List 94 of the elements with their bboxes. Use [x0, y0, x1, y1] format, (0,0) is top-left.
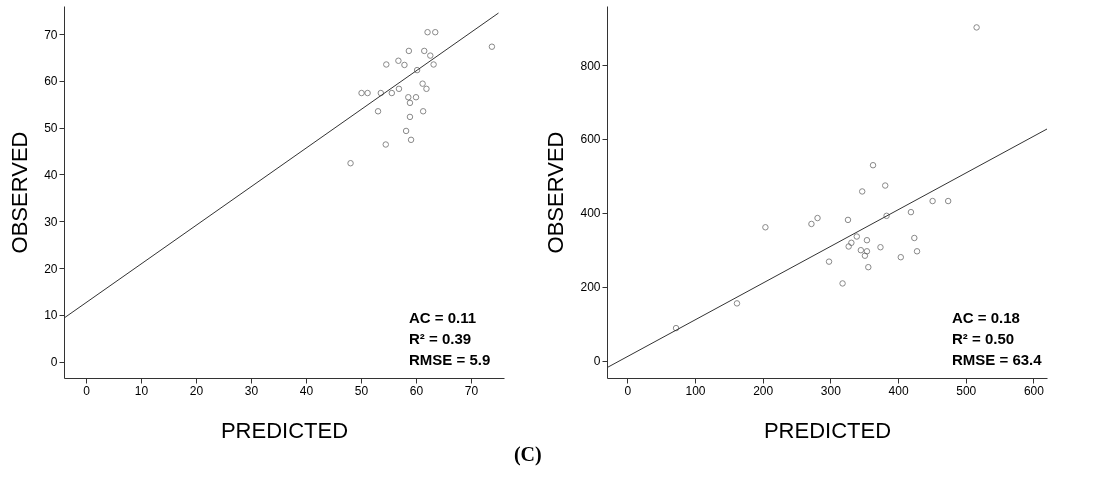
- point: [907, 208, 915, 216]
- point: [853, 233, 861, 240]
- point: [419, 108, 427, 115]
- point: [405, 94, 412, 101]
- point: [869, 161, 877, 169]
- point: [857, 246, 865, 254]
- point: [374, 108, 382, 115]
- point: [863, 248, 871, 255]
- annotation: AC = 0.11: [409, 309, 477, 326]
- y-tick-label: 0: [593, 354, 601, 369]
- point: [358, 89, 365, 97]
- x-tick-label: 30: [244, 383, 259, 398]
- x-tick-label: 0: [624, 383, 632, 398]
- annotation: RMSE = 5.9: [409, 351, 491, 368]
- point: [973, 24, 980, 31]
- point: [413, 66, 421, 74]
- text: (C): [513, 443, 542, 466]
- y-tick-label: 0: [50, 355, 58, 370]
- point: [861, 252, 869, 259]
- point: [762, 224, 769, 231]
- point: [929, 197, 936, 205]
- y-tick-label: 50: [44, 121, 58, 136]
- annotation: R² = 0.50: [952, 330, 1015, 347]
- point: [347, 159, 354, 167]
- y-tick-label: 800: [580, 58, 601, 73]
- point: [395, 85, 403, 93]
- x-tick-label: 200: [753, 383, 774, 398]
- annotation: R² = 0.39: [409, 330, 472, 347]
- annotation: RMSE = 63.4: [952, 351, 1043, 368]
- x-tick-label: 40: [299, 383, 314, 398]
- y-tick-label: 30: [44, 214, 58, 229]
- point: [382, 141, 389, 148]
- point: [848, 239, 855, 247]
- point: [424, 28, 431, 36]
- point: [883, 212, 890, 220]
- point: [388, 89, 396, 97]
- point: [395, 57, 402, 64]
- x-axis-title: PREDICTED: [763, 417, 892, 443]
- point: [402, 127, 410, 135]
- y-tick-label: 10: [44, 308, 58, 323]
- annotation: AC = 0.18: [952, 309, 1020, 326]
- point: [364, 89, 371, 97]
- point: [913, 248, 921, 255]
- point: [865, 263, 872, 271]
- point: [423, 85, 430, 93]
- point: [844, 216, 852, 224]
- y-axis-title: OBSERVED: [543, 131, 569, 254]
- point: [877, 243, 884, 251]
- x-tick-label: 500: [956, 383, 977, 398]
- x-tick-label: 300: [820, 383, 842, 398]
- point: [944, 197, 952, 205]
- x-tick-label: 0: [83, 383, 91, 398]
- point: [432, 28, 439, 36]
- point: [407, 136, 415, 144]
- point: [808, 220, 815, 228]
- point: [881, 182, 889, 189]
- point: [406, 113, 414, 121]
- x-axis-title: PREDICTED: [220, 417, 349, 443]
- point: [405, 47, 413, 55]
- x-tick-label: 400: [888, 383, 909, 398]
- y-tick-label: 20: [44, 261, 58, 276]
- x-tick-label: 600: [1023, 383, 1045, 398]
- y-tick-label: 400: [580, 206, 601, 221]
- point: [412, 94, 420, 101]
- y-tick-label: 70: [44, 27, 58, 42]
- point: [383, 61, 390, 68]
- y-tick-label: 600: [580, 132, 601, 147]
- point: [845, 243, 852, 250]
- point: [825, 258, 833, 265]
- point: [814, 214, 821, 222]
- point: [430, 61, 437, 68]
- x-tick-label: 20: [189, 383, 204, 398]
- point: [863, 236, 871, 244]
- point: [401, 61, 408, 69]
- x-tick-label: 70: [464, 383, 479, 398]
- point: [377, 89, 385, 97]
- x-tick-label: 60: [409, 383, 424, 398]
- point: [421, 47, 428, 55]
- y-tick-label: 200: [580, 280, 601, 295]
- y-tick-label: 60: [44, 74, 58, 89]
- point: [488, 43, 496, 50]
- point: [427, 52, 434, 59]
- x-tick-label: 100: [685, 383, 706, 398]
- y-tick-label: 40: [44, 167, 58, 182]
- point: [897, 253, 905, 261]
- x-tick-label: 10: [134, 383, 149, 398]
- point: [839, 280, 846, 287]
- point: [406, 99, 414, 107]
- point: [911, 234, 918, 242]
- point: [419, 80, 426, 87]
- point: [733, 300, 741, 307]
- point: [858, 188, 866, 195]
- x-tick-label: 50: [354, 383, 369, 398]
- y-axis-title: OBSERVED: [7, 131, 33, 254]
